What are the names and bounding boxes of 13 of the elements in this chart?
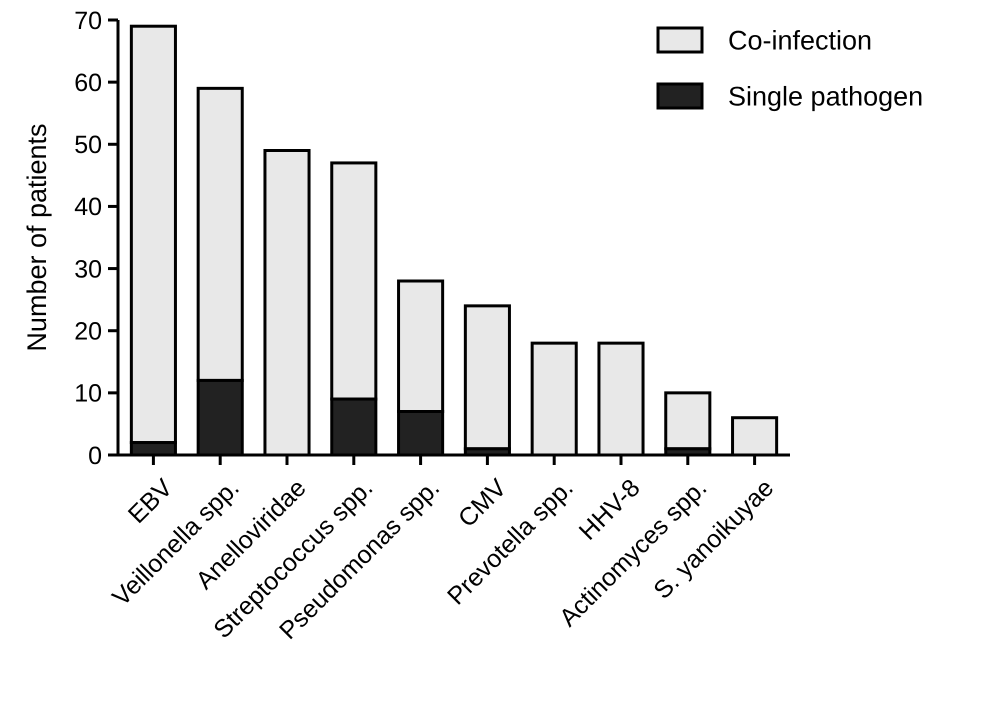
y-tick-label: 60 (74, 68, 102, 97)
y-tick-label: 30 (74, 255, 102, 284)
y-tick-label: 70 (74, 6, 102, 35)
y-tick-label: 0 (88, 442, 102, 470)
y-axis-title: Number of patients (22, 123, 52, 352)
y-tick-label: 40 (74, 193, 102, 222)
bar (664, 391, 712, 450)
legend-label: Single pathogen (728, 81, 924, 112)
bar (464, 304, 511, 450)
y-tick-label: 20 (74, 317, 102, 346)
y-tick-label: 10 (74, 380, 102, 408)
y-tick-label: 50 (74, 131, 102, 160)
legend-label: Co-infection (728, 25, 872, 56)
